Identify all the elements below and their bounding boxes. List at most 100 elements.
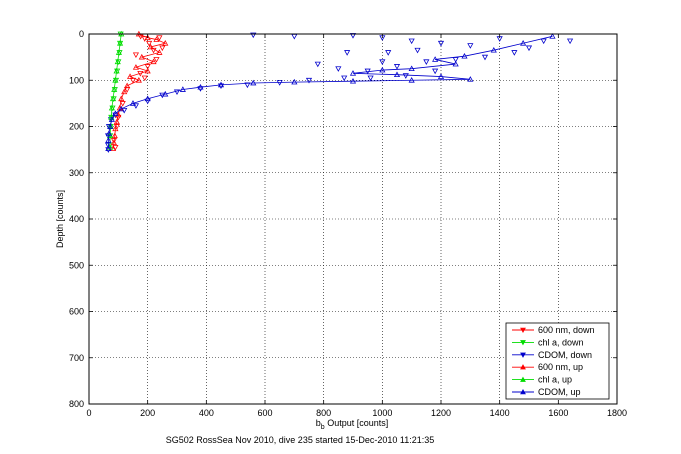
legend-label: chl a, down xyxy=(538,337,584,347)
data-point xyxy=(153,57,160,63)
data-point xyxy=(408,77,415,83)
data-point xyxy=(108,104,115,111)
data-point xyxy=(129,100,137,106)
data-point xyxy=(349,33,357,39)
data-point xyxy=(144,34,151,41)
data-point xyxy=(305,77,313,84)
data-point xyxy=(393,64,401,70)
data-point xyxy=(112,125,119,132)
data-point xyxy=(108,116,115,122)
legend-label: CDOM, up xyxy=(538,387,581,397)
data-point xyxy=(118,95,125,102)
data-point xyxy=(117,40,124,46)
data-point xyxy=(150,58,157,65)
data-point xyxy=(217,81,225,88)
x-tick-label: 0 xyxy=(86,408,91,418)
data-point xyxy=(349,70,357,76)
data-point xyxy=(549,33,556,39)
data-point xyxy=(105,137,112,143)
series-4 xyxy=(107,30,125,150)
data-point xyxy=(490,46,497,53)
data-point xyxy=(146,40,153,47)
data-point xyxy=(162,90,169,97)
legend-marker xyxy=(520,327,526,334)
data-point xyxy=(525,45,533,52)
x-tick-label: 600 xyxy=(257,408,272,418)
x-tick-label: 800 xyxy=(316,408,331,418)
legend-label: chl a, up xyxy=(538,375,572,385)
data-point xyxy=(129,77,137,84)
data-point xyxy=(144,95,151,102)
legend-marker xyxy=(520,376,526,382)
x-tick-label: 1400 xyxy=(490,408,510,418)
grid xyxy=(89,34,617,404)
data-point xyxy=(379,66,386,73)
y-tick-label: 400 xyxy=(69,214,84,224)
data-point xyxy=(110,138,118,144)
x-tick-label: 1000 xyxy=(372,408,392,418)
data-point xyxy=(344,50,351,56)
y-tick-label: 800 xyxy=(69,399,84,409)
data-point xyxy=(105,130,113,136)
data-point xyxy=(156,35,163,41)
y-tick-label: 300 xyxy=(69,168,84,178)
data-point xyxy=(121,88,128,95)
data-point xyxy=(156,49,163,55)
data-point xyxy=(385,50,392,56)
data-point xyxy=(114,58,121,65)
y-tick-label: 200 xyxy=(69,122,84,132)
data-point xyxy=(250,32,257,39)
data-point xyxy=(423,59,430,65)
data-point xyxy=(461,52,468,59)
x-tick-label: 400 xyxy=(199,408,214,418)
y-axis-label: Depth [counts] xyxy=(55,190,65,248)
data-point xyxy=(112,77,119,83)
data-point xyxy=(291,78,298,85)
data-point xyxy=(402,73,409,79)
y-tick-label: 600 xyxy=(69,307,84,317)
y-tick-label: 0 xyxy=(79,29,84,39)
data-point xyxy=(244,82,251,89)
data-point xyxy=(566,38,574,45)
data-point xyxy=(113,67,120,74)
data-point xyxy=(173,89,181,96)
x-axis-label-subscript: b xyxy=(321,424,325,431)
data-point xyxy=(119,101,126,107)
data-point xyxy=(437,40,445,47)
data-point xyxy=(141,75,148,82)
data-point xyxy=(147,43,154,50)
data-point xyxy=(341,75,348,82)
data-point xyxy=(393,71,401,78)
data-point xyxy=(314,61,321,68)
series-2 xyxy=(104,32,574,153)
data-point xyxy=(217,83,225,90)
data-point xyxy=(511,50,518,56)
data-point xyxy=(408,38,415,45)
data-point xyxy=(467,76,474,82)
data-point xyxy=(179,86,186,92)
data-point xyxy=(104,133,112,139)
data-point xyxy=(197,83,204,90)
data-point xyxy=(144,67,151,74)
data-point xyxy=(135,77,142,83)
data-point xyxy=(113,118,120,125)
data-point xyxy=(520,40,527,46)
legend-label: CDOM, down xyxy=(538,350,592,360)
data-point xyxy=(108,114,115,120)
data-point xyxy=(111,132,118,139)
legend-label: 600 nm, down xyxy=(538,325,595,335)
data-point xyxy=(105,145,112,152)
y-tick-label: 500 xyxy=(69,260,84,270)
data-point xyxy=(132,52,140,59)
data-point xyxy=(112,110,119,116)
x-tick-label: 200 xyxy=(140,408,155,418)
data-point xyxy=(118,105,125,112)
series-line xyxy=(109,33,122,148)
data-point xyxy=(132,64,140,70)
data-point xyxy=(111,86,118,92)
data-point xyxy=(335,66,342,72)
data-point xyxy=(138,53,145,60)
caption: SG502 RossSea Nov 2010, dive 235 started… xyxy=(166,435,435,445)
data-point xyxy=(107,123,114,129)
